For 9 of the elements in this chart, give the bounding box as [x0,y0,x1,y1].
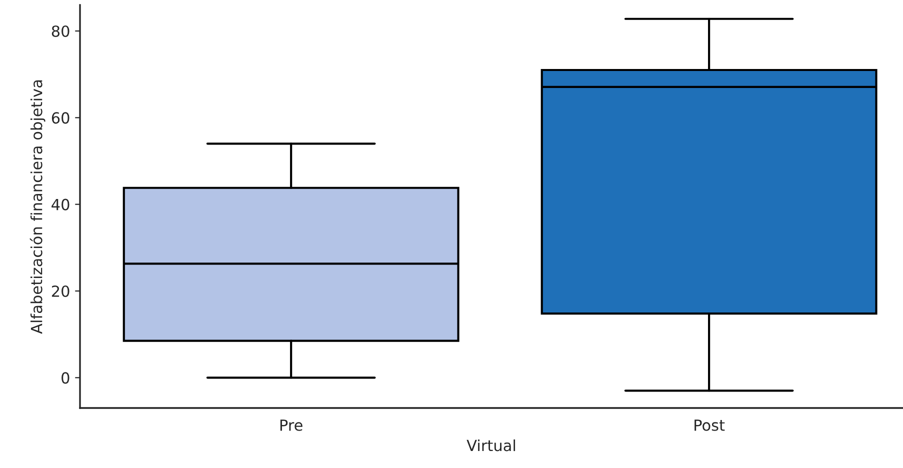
x-tick-label: Post [694,420,725,431]
y-tick-label: 80 [52,25,70,38]
x-tick-label: Pre [280,420,302,431]
y-tick-label: 60 [52,112,70,124]
y-tick-label: 0 [62,372,70,384]
y-tick-label: 20 [52,285,70,298]
y-axis-title: Alfabetización financiera objetiva [30,80,46,334]
x-axis-title: Virtual [466,439,516,452]
y-tick-label: 40 [52,198,70,210]
